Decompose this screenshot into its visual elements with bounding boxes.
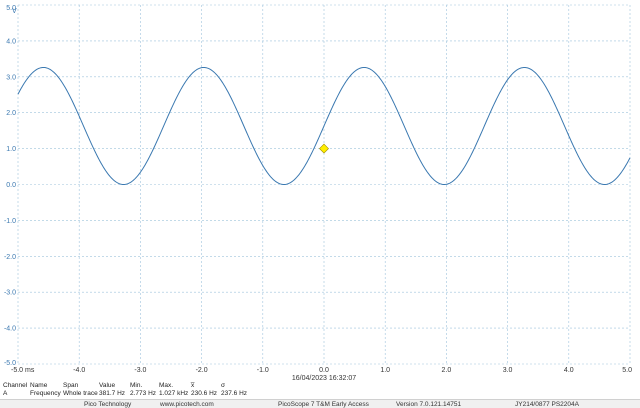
measurements-column-value: Value 381.7 Hz xyxy=(99,382,125,397)
value-span: Whole trace xyxy=(63,389,98,397)
value-name: Frequency xyxy=(30,389,61,397)
header-name: Name xyxy=(30,382,48,389)
value-value: 381.7 Hz xyxy=(99,389,126,397)
measurements-column-channel: Channel A xyxy=(3,382,27,397)
x-tick-label: -3.0 xyxy=(134,367,146,374)
trigger-marker[interactable] xyxy=(319,143,329,154)
value-sigma: 237.6 Hz xyxy=(221,389,248,397)
oscilloscope-chart: 5.0 4.0 3.0 2.0 1.0 0.0 -1.0 -2.0 -3.0 -4.0 -5.0 -… xyxy=(4,4,632,382)
header-mean: x̅ xyxy=(191,382,195,389)
status-footer: Pico Technology www.picotech.com PicoSco… xyxy=(0,399,640,408)
x-tick-label: -4.0 xyxy=(73,367,85,374)
y-tick-label: 0.0 xyxy=(6,182,16,189)
header-sigma: σ xyxy=(221,382,226,389)
x-tick-label: -5.0 ms xyxy=(11,367,35,374)
x-tick-label: 2.0 xyxy=(442,367,452,374)
x-tick-label: -2.0 xyxy=(196,367,208,374)
measurements-table: Channel A Name Frequency Span Whole trac… xyxy=(0,382,640,398)
x-axis-tick-labels: -5.0 ms -4.0 -3.0 -2.0 -1.0 0.0 1.0 2.0 3.0 4.0 5.… xyxy=(11,367,632,374)
y-tick-label: -2.0 xyxy=(4,254,16,261)
measurements-column-name: Name Frequency xyxy=(30,382,61,397)
header-span: Span xyxy=(63,382,79,389)
measurements-column-max: Max. 1.027 kHz xyxy=(159,382,188,397)
value-min: 2.773 Hz xyxy=(130,389,157,397)
y-tick-label: 3.0 xyxy=(6,74,16,81)
x-tick-label: 1.0 xyxy=(380,367,390,374)
header-max: Max. xyxy=(159,382,174,389)
measurements-column-span: Span Whole trace xyxy=(63,382,98,397)
value-mean: 230.6 Hz xyxy=(191,389,218,397)
y-axis-tick-labels: 5.0 4.0 3.0 2.0 1.0 0.0 -1.0 -2.0 -3.0 -4.0 -5.0 xyxy=(4,5,16,367)
footer-device: JY214/0877 PS2204A xyxy=(515,401,579,408)
y-tick-label: 5.0 xyxy=(6,5,16,12)
footer-product: PicoScope 7 T&M Early Access xyxy=(278,401,369,408)
capture-timestamp: 16/04/2023 16:32:07 xyxy=(292,375,356,382)
y-tick-label: 1.0 xyxy=(6,146,16,153)
measurements-column-sigma: σ 237.6 Hz xyxy=(221,382,247,397)
y-tick-label: -1.0 xyxy=(4,218,16,225)
x-tick-label: 4.0 xyxy=(564,367,574,374)
y-tick-label: -4.0 xyxy=(4,326,16,333)
header-channel: Channel xyxy=(3,382,28,389)
x-tick-label: -1.0 xyxy=(257,367,269,374)
x-tick-label: 5.0 xyxy=(622,367,632,374)
value-channel: A xyxy=(3,389,8,397)
footer-company: Pico Technology xyxy=(84,401,132,408)
value-max: 1.027 kHz xyxy=(159,389,189,397)
footer-version: Version 7.0.121.14751 xyxy=(396,401,462,408)
measurements-column-mean: x̅ 230.6 Hz xyxy=(191,382,217,397)
x-tick-label: 0.0 xyxy=(319,367,329,374)
y-tick-label: -5.0 xyxy=(4,360,16,367)
footer-website[interactable]: www.picotech.com xyxy=(160,401,214,408)
grid-lines xyxy=(17,4,631,365)
header-min: Min. xyxy=(130,382,143,389)
x-tick-label: 3.0 xyxy=(503,367,513,374)
y-axis-unit-label: V xyxy=(12,8,17,15)
y-tick-label: 4.0 xyxy=(6,38,16,45)
y-tick-label: -3.0 xyxy=(4,290,16,297)
series-a-trace xyxy=(17,66,631,186)
y-tick-label: 2.0 xyxy=(6,110,16,117)
header-value: Value xyxy=(99,382,116,389)
measurements-column-min: Min. 2.773 Hz xyxy=(130,382,156,397)
